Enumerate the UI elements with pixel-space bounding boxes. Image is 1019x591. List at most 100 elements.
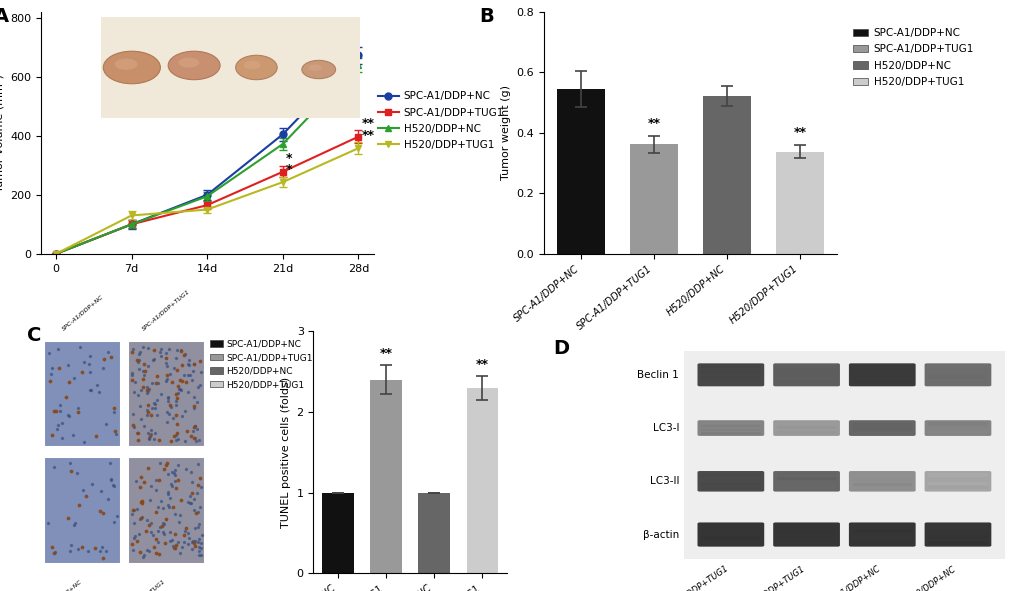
Point [156,538,172,548]
Point [83,385,99,395]
Point [162,370,178,379]
Point [167,483,183,493]
Point [60,513,76,522]
Point [176,371,193,380]
Point [192,356,208,365]
Point [54,433,70,443]
Text: SPC-A1/DDP+NC: SPC-A1/DDP+NC [818,564,881,591]
Point [135,552,151,561]
Point [161,410,177,419]
Point [158,348,174,358]
Point [173,360,190,369]
FancyBboxPatch shape [683,350,1004,558]
Point [189,424,205,434]
Point [140,401,156,410]
Point [126,378,143,387]
Point [103,475,119,485]
Point [130,349,147,359]
FancyBboxPatch shape [700,474,760,478]
Point [184,537,201,546]
Point [186,433,203,442]
Y-axis label: Tumor volume (mm³): Tumor volume (mm³) [0,74,4,191]
FancyBboxPatch shape [776,477,836,480]
FancyBboxPatch shape [927,530,986,533]
Point [186,433,203,443]
Point [44,363,60,372]
Point [192,519,208,528]
Point [159,361,175,371]
Point [169,381,185,391]
Point [193,538,209,548]
Point [127,531,144,541]
Point [128,428,145,438]
FancyBboxPatch shape [852,371,911,374]
Point [145,531,161,540]
FancyBboxPatch shape [697,420,763,436]
Point [148,475,164,485]
Text: SPC-A1/DDP+NC: SPC-A1/DDP+NC [61,294,104,332]
Point [160,469,176,479]
Point [124,421,141,430]
Point [168,541,184,550]
Point [140,407,156,417]
FancyBboxPatch shape [776,486,836,489]
Point [103,475,119,484]
Point [92,506,108,516]
Point [182,492,199,501]
Point [60,360,76,369]
Point [141,384,157,394]
Point [48,407,64,416]
Point [137,550,153,560]
Point [70,408,87,417]
Point [186,392,203,401]
FancyBboxPatch shape [852,525,911,529]
Point [139,383,155,392]
Point [132,513,149,522]
Point [137,421,153,430]
FancyBboxPatch shape [700,524,760,528]
Point [129,357,146,366]
FancyBboxPatch shape [852,376,911,379]
Point [177,527,194,536]
Point [184,536,201,545]
Point [57,392,73,402]
FancyBboxPatch shape [927,431,986,434]
FancyBboxPatch shape [776,365,836,368]
Point [150,527,166,536]
Point [185,402,202,411]
Text: D: D [552,339,569,358]
Point [172,385,189,395]
Point [171,518,187,527]
FancyBboxPatch shape [700,483,760,486]
Point [193,368,209,377]
Point [180,497,197,506]
Point [179,359,196,369]
Point [156,530,172,539]
Point [124,345,141,354]
Point [193,482,209,491]
Point [191,546,207,556]
Point [190,382,206,391]
FancyBboxPatch shape [697,363,763,387]
Point [125,423,142,432]
Point [182,499,199,508]
Point [180,361,197,370]
FancyBboxPatch shape [697,522,763,547]
Point [153,389,169,399]
Point [129,428,146,438]
Point [50,420,66,430]
Point [152,348,168,357]
Point [146,542,162,551]
Point [146,434,162,444]
Point [162,527,178,537]
Point [186,421,203,431]
Point [161,502,177,512]
Point [133,496,150,506]
Point [192,534,208,544]
Point [171,384,187,394]
Point [136,360,152,369]
Point [155,527,171,537]
Point [159,407,175,417]
Point [65,520,82,530]
Point [100,347,116,356]
